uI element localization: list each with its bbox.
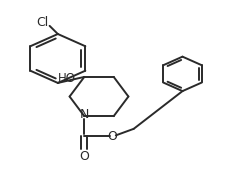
Text: O: O: [79, 150, 89, 162]
Text: N: N: [80, 108, 89, 121]
Text: HO: HO: [58, 72, 76, 85]
Text: O: O: [108, 130, 118, 143]
Text: Cl: Cl: [36, 16, 49, 29]
